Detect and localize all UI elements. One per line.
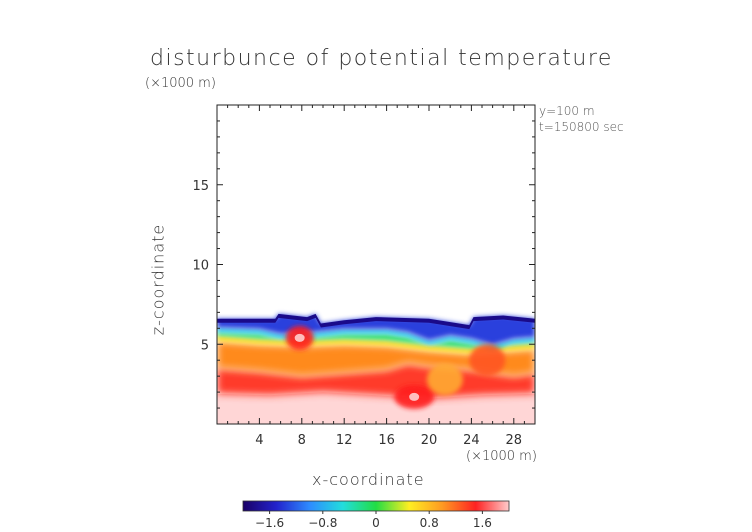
warm-blob-2: [469, 344, 506, 377]
y-tick-label-5: 5: [201, 338, 209, 353]
y-tick-label-10: 10: [192, 259, 209, 274]
band-cyan: [217, 327, 535, 350]
x-tick-label-4: 4: [255, 433, 263, 448]
annotation-y-position: y=100 m: [539, 104, 595, 118]
chart-title: disturbunce of potential temperature: [150, 46, 613, 71]
x-axis-label: x-coordinate: [312, 470, 425, 489]
colorbar-ramp: [242, 500, 510, 512]
warm-blob-core-0: [294, 333, 305, 342]
colorbar: −1.6 −0.8 0 0.8 1.6: [242, 500, 510, 530]
heatmap-field: [217, 313, 535, 424]
x-tick-label-24: 24: [463, 433, 480, 448]
x-tick-label-28: 28: [506, 433, 523, 448]
band-blue: [217, 313, 535, 345]
colorbar-tick-label: −1.6: [255, 516, 284, 530]
x-tick-label-8: 8: [298, 433, 306, 448]
axis-ticks: 4 8 12 16 20 24 28 5 10 15: [192, 105, 535, 448]
x-tick-label-16: 16: [378, 433, 395, 448]
x-tick-label-20: 20: [421, 433, 438, 448]
x-tick-label-12: 12: [336, 433, 353, 448]
warm-blob-3: [426, 363, 463, 396]
y-tick-label-15: 15: [192, 179, 209, 194]
y-axis-label: z-coordinate: [148, 223, 168, 336]
warm-blob-core-1: [409, 392, 420, 401]
annotation-time: t=150800 sec: [539, 120, 624, 134]
band-pale-bottom: [217, 392, 535, 424]
band-dark-top: [217, 313, 535, 330]
x-axis-units: (×1000 m): [466, 449, 537, 464]
colorbar-tick-label: 1.6: [473, 516, 492, 530]
z-axis-units: (×1000 m): [145, 76, 216, 91]
colorbar-tick-label: 0: [372, 516, 380, 530]
band-yellow: [217, 335, 535, 354]
colorbar-tick-label: −0.8: [308, 516, 337, 530]
colorbar-tick-label: 0.8: [420, 516, 439, 530]
band-green: [217, 332, 535, 350]
